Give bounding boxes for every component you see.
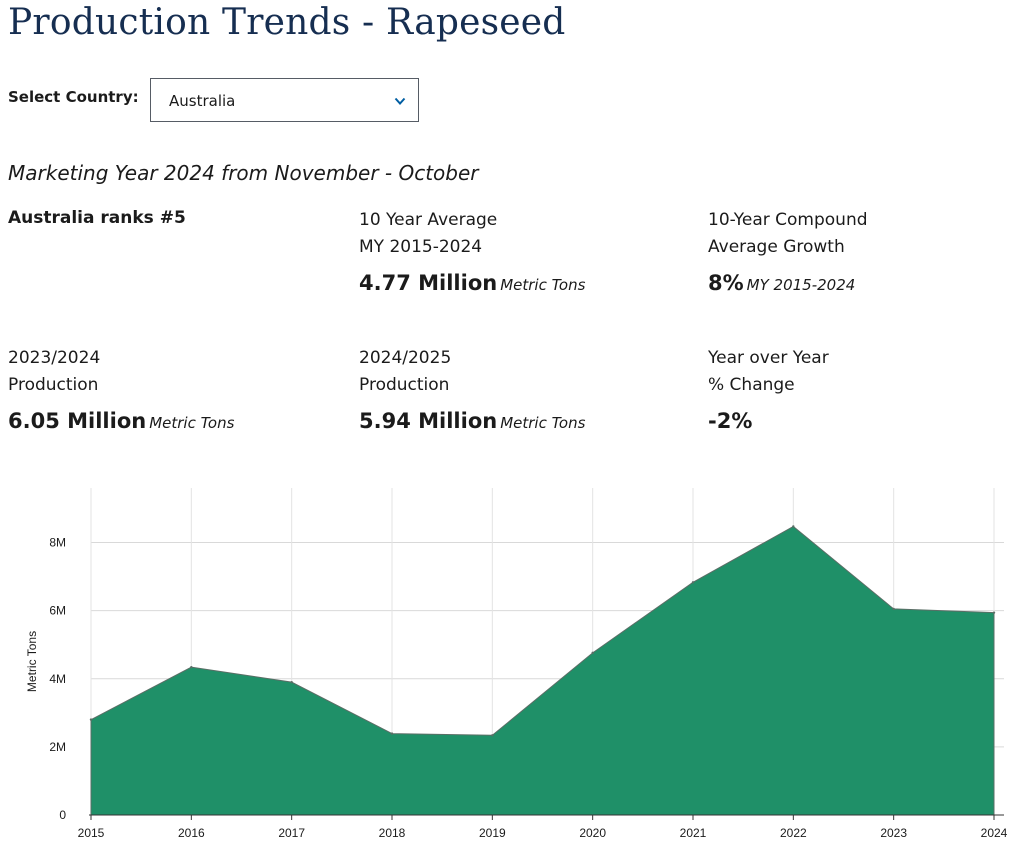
data-point[interactable] [892,607,895,611]
chevron-down-icon [394,97,406,105]
stat-value: 5.94 Million [359,409,498,433]
stat-label: 2023/2024 [8,348,101,368]
stat-unit: Metric Tons [500,276,586,294]
stat-compound-growth: 10-Year Compound Average Growth 8% MY 201… [708,207,868,295]
page-title: Production Trends - Rapeseed [8,2,566,43]
x-tick-label: 2024 [981,826,1008,840]
stat-unit: Metric Tons [149,414,235,432]
stat-sublabel: Production [8,375,99,395]
x-tick-label: 2015 [78,826,105,840]
stat-label: 10-Year Compound [708,210,868,230]
x-tick-label: 2022 [780,826,807,840]
y-tick-label: 8M [49,536,66,550]
x-tick-label: 2021 [680,826,707,840]
stat-label: Year over Year [708,348,829,368]
data-point[interactable] [190,665,193,669]
x-tick-label: 2017 [278,826,305,840]
x-tick-label: 2023 [880,826,907,840]
y-axis-label: Metric Tons [25,631,39,692]
x-tick-label: 2016 [178,826,205,840]
x-tick-label: 2019 [479,826,506,840]
data-point[interactable] [390,732,394,735]
x-tick-label: 2020 [579,826,606,840]
stat-value: 6.05 Million [8,409,147,433]
stat-sublabel: MY 2015-2024 [359,237,483,257]
stat-curr-production: 2024/2025 Production 5.94 Million Metric … [359,345,585,433]
x-tick-labels: 2015 2016 2017 2018 2019 2020 2021 2022 2023 2024 [78,826,1008,840]
y-tick-labels: 0 2M 4M 6M 8M [49,536,66,823]
x-tick-label: 2018 [379,826,406,840]
y-tick-label: 2M [49,740,66,754]
country-rank: Australia ranks #5 [8,208,186,228]
y-tick-label: 6M [49,604,66,618]
data-point[interactable] [691,581,695,584]
stat-label: 2024/2025 [359,348,452,368]
country-select-label: Select Country: [8,88,139,106]
data-point[interactable] [89,718,93,721]
data-points [89,525,996,737]
stat-value: -2% [708,409,753,433]
data-point[interactable] [290,680,293,684]
stat-prev-production: 2023/2024 Production 6.05 Million Metric … [8,345,234,433]
data-point[interactable] [491,734,494,737]
stat-unit: Metric Tons [500,414,586,432]
country-select-value: Australia [169,92,236,110]
stat-label: 10 Year Average [359,210,498,230]
y-tick-label: 4M [49,672,66,686]
stat-yoy-change: Year over Year % Change -2% [708,345,829,433]
y-tick-label: 0 [59,808,66,822]
stat-unit: MY 2015-2024 [746,276,856,294]
data-point[interactable] [992,611,996,614]
stat-sublabel: Average Growth [708,237,845,257]
stat-ten-year-average: 10 Year Average MY 2015-2024 4.77 Millio… [359,207,585,295]
data-point[interactable] [792,525,795,528]
stat-sublabel: Production [359,375,450,395]
country-select[interactable]: Australia [150,78,419,122]
stat-value: 8% [708,271,744,295]
data-point[interactable] [591,651,594,655]
stat-value: 4.77 Million [359,271,498,295]
production-area [90,525,995,816]
stat-sublabel: % Change [708,375,795,395]
marketing-year-note: Marketing Year 2024 from November - Octo… [8,161,479,185]
